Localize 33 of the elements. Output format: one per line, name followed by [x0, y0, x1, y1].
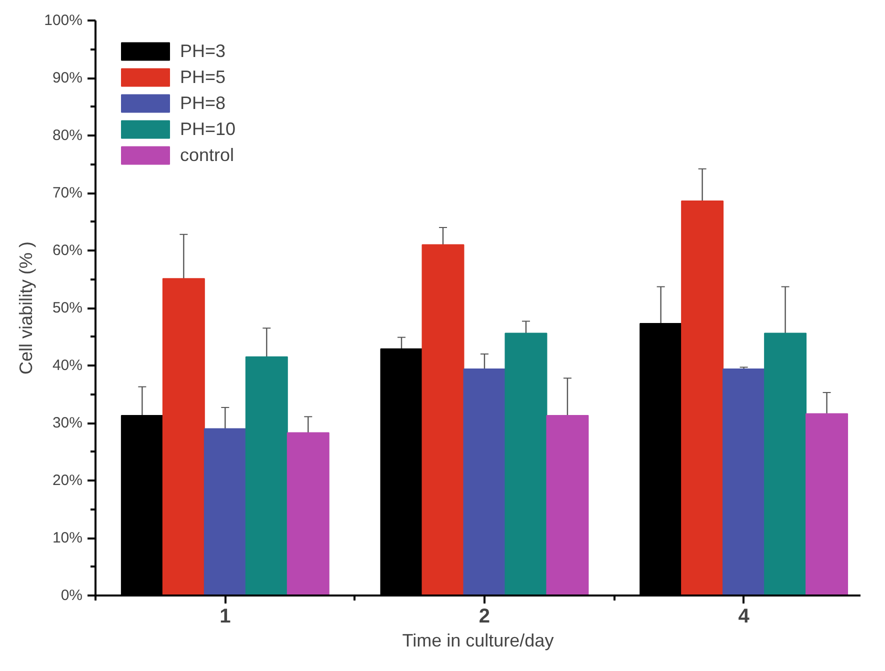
bar — [806, 413, 848, 596]
legend-label: PH=3 — [180, 40, 226, 62]
y-tick-label: 70% — [52, 184, 83, 202]
legend-label: control — [180, 144, 234, 166]
bar — [245, 356, 288, 596]
legend-label: PH=10 — [180, 118, 236, 140]
y-axis-title: Cell viability (% ) — [16, 241, 36, 375]
bar — [422, 244, 464, 596]
bar — [286, 432, 330, 596]
x-tick-label: 1 — [220, 606, 231, 628]
y-tick-label: 50% — [52, 300, 83, 316]
y-tick-label: 0% — [60, 587, 83, 604]
bar — [681, 200, 724, 596]
y-tick-label: 10% — [52, 530, 83, 546]
bar — [162, 278, 205, 596]
bar — [764, 332, 807, 596]
bar — [546, 415, 589, 596]
legend-label: PH=5 — [180, 66, 226, 88]
y-tick-label: 90% — [52, 70, 83, 86]
x-tick-label: 2 — [478, 606, 490, 628]
y-tick-label: 20% — [52, 472, 83, 489]
bar — [204, 428, 246, 596]
y-tick-label: 30% — [52, 414, 83, 432]
y-tick-label: 100% — [44, 12, 83, 29]
bar — [722, 368, 766, 596]
x-axis-title: Time in culture/day — [402, 630, 554, 650]
bar — [463, 368, 506, 596]
bar — [504, 332, 548, 596]
x-tick-label: 4 — [738, 606, 750, 628]
y-tick-label: 40% — [52, 357, 83, 374]
y-tick-label: 60% — [52, 242, 83, 259]
y-tick-label: 80% — [52, 127, 83, 144]
legend-label: PH=8 — [180, 92, 226, 114]
